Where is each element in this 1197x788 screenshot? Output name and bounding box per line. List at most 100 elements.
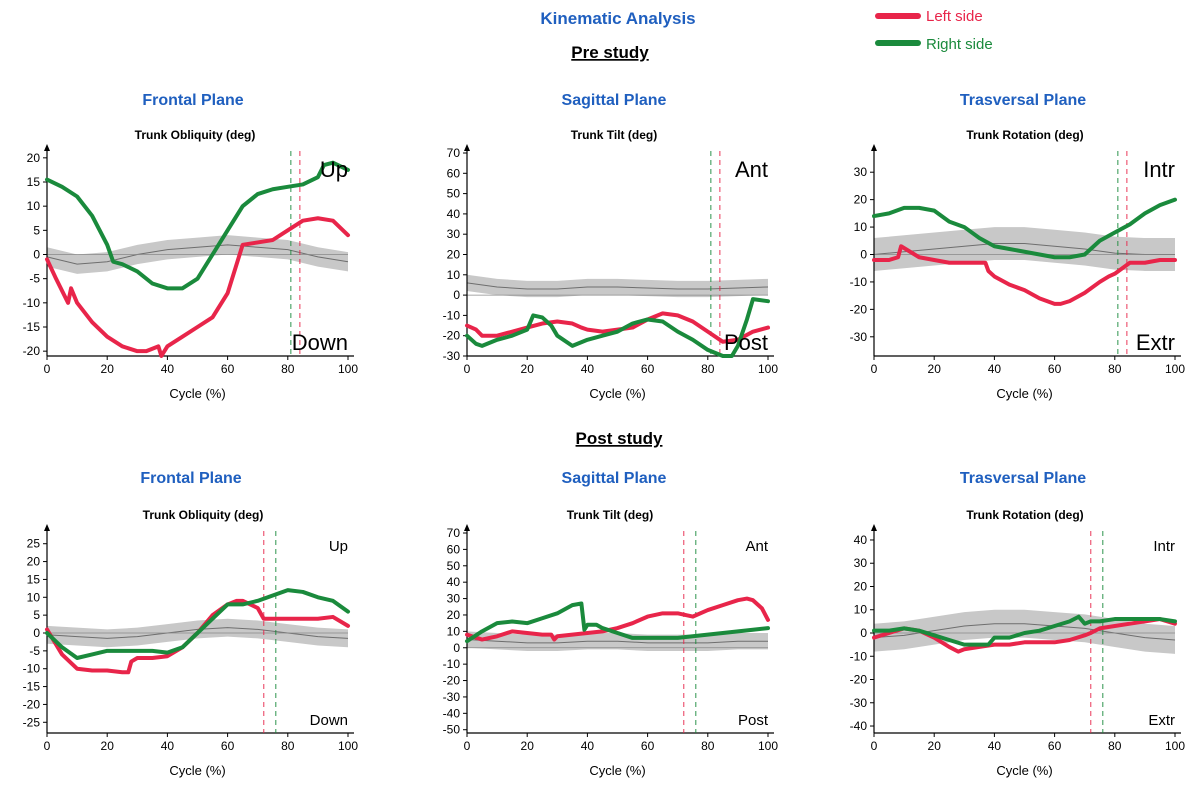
chart-4: Frontal Plane Trunk Obliquity (deg) -25 -20… <box>23 470 359 778</box>
x-tick-label: 100 <box>338 739 358 753</box>
y-tick-label: 50 <box>447 187 461 201</box>
y-tick-label: 0 <box>860 626 867 640</box>
y-tick-label: -20 <box>443 329 461 343</box>
y-tick-label: 20 <box>27 151 41 165</box>
y-tick-label: -30 <box>443 690 461 704</box>
series-right-line <box>465 601 770 644</box>
x-tick-label: 0 <box>871 362 878 376</box>
y-tick-label: -30 <box>850 330 868 344</box>
y-tick-label: 70 <box>447 526 461 540</box>
normal-band <box>467 274 768 298</box>
plane-title: Frontal Plane <box>140 470 241 487</box>
y-tick-label: -10 <box>23 662 41 676</box>
y-tick-label: 5 <box>33 223 40 237</box>
figure-title: Kinematic Analysis <box>540 9 695 28</box>
y-tick-label: 10 <box>27 199 41 213</box>
y-tick-label: -15 <box>23 680 41 694</box>
y-axis-arrow <box>464 524 470 531</box>
x-tick-label: 60 <box>1048 362 1062 376</box>
x-tick-label: 40 <box>988 362 1002 376</box>
x-axis-label: Cycle (%) <box>996 763 1052 778</box>
x-tick-label: 20 <box>521 739 535 753</box>
x-tick-label: 0 <box>464 362 471 376</box>
annotation-bottom: Post <box>738 712 769 729</box>
x-tick-label: 60 <box>221 739 235 753</box>
series-left-line <box>45 216 350 358</box>
plane-title: Trasversal Plane <box>960 470 1086 487</box>
x-tick-label: 100 <box>758 739 778 753</box>
y-tick-label: 0 <box>860 248 867 262</box>
x-tick-label: 20 <box>928 739 942 753</box>
y-tick-label: -25 <box>23 715 41 729</box>
y-tick-label: 0 <box>453 288 460 302</box>
normal-mean-line <box>873 243 1175 255</box>
x-axis-label: Cycle (%) <box>996 386 1052 401</box>
x-tick-label: 40 <box>161 362 175 376</box>
post-study-label: Post study <box>576 429 663 448</box>
y-tick-label: 15 <box>27 175 41 189</box>
y-tick-label: -20 <box>850 302 868 316</box>
x-axis-label: Cycle (%) <box>169 763 225 778</box>
normal-mean-line <box>46 244 349 265</box>
annotation-top: Ant <box>735 157 768 182</box>
x-tick-label: 60 <box>1048 739 1062 753</box>
x-tick-label: 0 <box>44 739 51 753</box>
y-tick-label: 60 <box>447 542 461 556</box>
chart-3: Trasversal Plane Trunk Rotation (deg) -30 -… <box>850 92 1186 401</box>
y-tick-label: -30 <box>443 349 461 363</box>
y-tick-label: 25 <box>27 537 41 551</box>
y-tick-label: 10 <box>27 590 41 604</box>
y-tick-label: -40 <box>850 719 868 733</box>
annotation-bottom: Extr <box>1136 330 1175 355</box>
y-tick-label: 5 <box>33 608 40 622</box>
normal-band <box>874 227 1175 271</box>
y-axis-arrow <box>44 524 50 531</box>
x-tick-label: 80 <box>701 362 715 376</box>
legend-label-right: Right side <box>926 36 993 53</box>
y-tick-label: 50 <box>447 559 461 573</box>
chart-title: Trunk Obliquity (deg) <box>143 508 264 522</box>
annotation-top: Ant <box>745 538 768 555</box>
normal-mean-line <box>466 282 769 290</box>
series-right-line <box>45 160 350 291</box>
y-tick-label: 20 <box>447 248 461 262</box>
normal-mean-line <box>46 627 349 639</box>
y-tick-label: -50 <box>443 723 461 737</box>
y-tick-label: -10 <box>850 275 868 289</box>
chart-title: Trunk Tilt (deg) <box>567 508 653 522</box>
chart-title: Trunk Obliquity (deg) <box>135 128 256 142</box>
x-tick-label: 100 <box>1165 362 1185 376</box>
y-tick-label: -20 <box>23 697 41 711</box>
y-tick-label: -10 <box>443 308 461 322</box>
y-tick-label: 40 <box>447 207 461 221</box>
y-tick-label: 60 <box>447 166 461 180</box>
annotation-bottom: Down <box>292 330 348 355</box>
plane-title: Trasversal Plane <box>960 92 1086 109</box>
x-tick-label: 100 <box>338 362 358 376</box>
y-tick-label: 20 <box>27 555 41 569</box>
normal-mean-line <box>466 639 768 644</box>
y-tick-label: 30 <box>447 592 461 606</box>
series-right-line <box>45 588 350 660</box>
y-tick-label: 40 <box>854 533 868 547</box>
x-tick-label: 80 <box>1108 739 1122 753</box>
x-tick-label: 40 <box>161 739 175 753</box>
y-tick-label: 20 <box>447 608 461 622</box>
y-tick-label: 10 <box>854 220 868 234</box>
y-axis-arrow <box>871 144 877 151</box>
y-axis-arrow <box>44 144 50 151</box>
chart-title: Trunk Rotation (deg) <box>966 128 1083 142</box>
annotation-bottom: Down <box>310 712 348 729</box>
y-tick-label: 70 <box>447 146 461 160</box>
annotation-bottom: Post <box>724 330 768 355</box>
y-tick-label: -30 <box>850 696 868 710</box>
y-tick-label: -15 <box>23 320 41 334</box>
x-tick-label: 20 <box>101 739 115 753</box>
y-tick-label: 20 <box>854 193 868 207</box>
y-tick-label: -5 <box>29 272 40 286</box>
x-tick-label: 80 <box>1108 362 1122 376</box>
x-axis-label: Cycle (%) <box>589 763 645 778</box>
x-tick-label: 0 <box>44 362 51 376</box>
y-tick-label: -20 <box>443 674 461 688</box>
